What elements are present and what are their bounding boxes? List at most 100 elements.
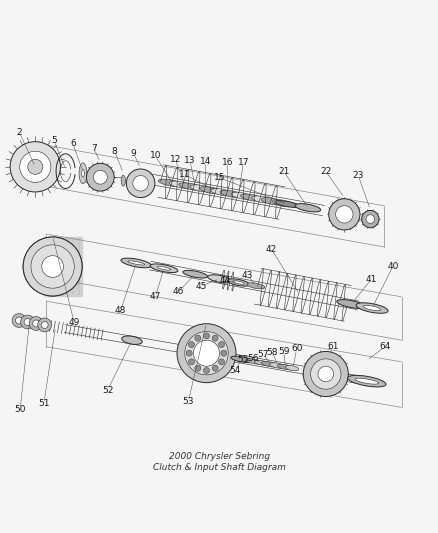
Circle shape xyxy=(28,159,43,174)
Ellipse shape xyxy=(355,303,387,313)
Circle shape xyxy=(93,170,107,184)
Text: 45: 45 xyxy=(195,281,206,290)
Ellipse shape xyxy=(219,190,243,198)
Text: 16: 16 xyxy=(221,158,233,167)
Circle shape xyxy=(193,340,219,366)
Ellipse shape xyxy=(254,360,268,365)
Circle shape xyxy=(194,365,201,372)
Text: 41: 41 xyxy=(365,275,376,284)
Text: 57: 57 xyxy=(257,350,268,359)
Ellipse shape xyxy=(183,270,207,278)
Text: 49: 49 xyxy=(68,318,80,327)
Ellipse shape xyxy=(190,185,212,192)
Ellipse shape xyxy=(120,258,151,268)
Circle shape xyxy=(177,324,236,383)
Text: 2: 2 xyxy=(16,127,22,136)
Text: 23: 23 xyxy=(352,171,363,180)
Text: 51: 51 xyxy=(38,399,49,408)
Circle shape xyxy=(212,365,218,372)
Circle shape xyxy=(218,342,224,348)
Text: 56: 56 xyxy=(247,354,258,363)
Ellipse shape xyxy=(199,187,223,194)
Polygon shape xyxy=(45,237,82,296)
Text: 15: 15 xyxy=(213,173,225,182)
Circle shape xyxy=(32,320,39,327)
Circle shape xyxy=(317,366,333,382)
Text: 6: 6 xyxy=(70,139,76,148)
Circle shape xyxy=(39,254,65,279)
Circle shape xyxy=(23,237,82,296)
Circle shape xyxy=(184,332,228,375)
Circle shape xyxy=(12,313,26,327)
Text: 21: 21 xyxy=(277,167,289,176)
Text: 11: 11 xyxy=(179,170,190,179)
Ellipse shape xyxy=(294,204,320,212)
Text: 59: 59 xyxy=(277,346,289,356)
Circle shape xyxy=(86,163,114,191)
Text: 61: 61 xyxy=(327,342,338,351)
Text: 43: 43 xyxy=(241,271,253,280)
Text: 54: 54 xyxy=(229,366,240,375)
Circle shape xyxy=(310,359,340,389)
Ellipse shape xyxy=(81,169,84,177)
Circle shape xyxy=(203,333,209,339)
Circle shape xyxy=(186,350,192,356)
Circle shape xyxy=(335,206,352,223)
Ellipse shape xyxy=(121,175,125,186)
Circle shape xyxy=(303,351,347,397)
Circle shape xyxy=(365,215,374,223)
Text: 13: 13 xyxy=(184,156,195,165)
Ellipse shape xyxy=(127,261,145,265)
Text: 58: 58 xyxy=(266,348,278,357)
Ellipse shape xyxy=(354,378,378,384)
Text: 64: 64 xyxy=(378,342,390,351)
Text: 10: 10 xyxy=(149,151,161,160)
Ellipse shape xyxy=(272,199,291,206)
Text: 12: 12 xyxy=(169,155,180,164)
Circle shape xyxy=(218,359,224,365)
Text: 9: 9 xyxy=(131,149,136,158)
Circle shape xyxy=(31,245,74,288)
Text: 47: 47 xyxy=(149,292,161,301)
Ellipse shape xyxy=(150,264,177,272)
Ellipse shape xyxy=(207,275,231,283)
Ellipse shape xyxy=(231,192,251,199)
Text: 17: 17 xyxy=(237,158,248,167)
Ellipse shape xyxy=(169,181,192,189)
Circle shape xyxy=(21,315,35,329)
Ellipse shape xyxy=(336,300,365,309)
Ellipse shape xyxy=(251,196,271,203)
Text: 2000 Chrysler Sebring
Clutch & Input Shaft Diagram: 2000 Chrysler Sebring Clutch & Input Sha… xyxy=(153,451,285,472)
Ellipse shape xyxy=(157,266,170,270)
Text: 60: 60 xyxy=(290,344,302,353)
Text: 5: 5 xyxy=(51,136,57,146)
Ellipse shape xyxy=(347,375,385,387)
Ellipse shape xyxy=(261,198,282,205)
Ellipse shape xyxy=(285,366,298,371)
Text: 44: 44 xyxy=(219,276,230,285)
Ellipse shape xyxy=(227,279,249,286)
Circle shape xyxy=(194,335,201,341)
Circle shape xyxy=(328,199,359,230)
Text: 46: 46 xyxy=(172,287,184,296)
Text: 50: 50 xyxy=(14,405,26,414)
Circle shape xyxy=(23,237,82,296)
Circle shape xyxy=(38,318,52,332)
Ellipse shape xyxy=(247,282,264,289)
Circle shape xyxy=(188,359,194,365)
Ellipse shape xyxy=(178,183,203,190)
Circle shape xyxy=(133,175,148,191)
Text: 55: 55 xyxy=(237,355,248,364)
Text: 7: 7 xyxy=(91,144,96,153)
Ellipse shape xyxy=(230,356,252,362)
Circle shape xyxy=(220,350,226,356)
Circle shape xyxy=(126,169,155,198)
Circle shape xyxy=(42,256,64,277)
Ellipse shape xyxy=(261,361,278,367)
Ellipse shape xyxy=(158,179,184,187)
Text: 22: 22 xyxy=(319,167,331,176)
Ellipse shape xyxy=(232,281,244,284)
Ellipse shape xyxy=(269,363,285,368)
Text: 42: 42 xyxy=(265,245,276,254)
Ellipse shape xyxy=(245,359,261,364)
